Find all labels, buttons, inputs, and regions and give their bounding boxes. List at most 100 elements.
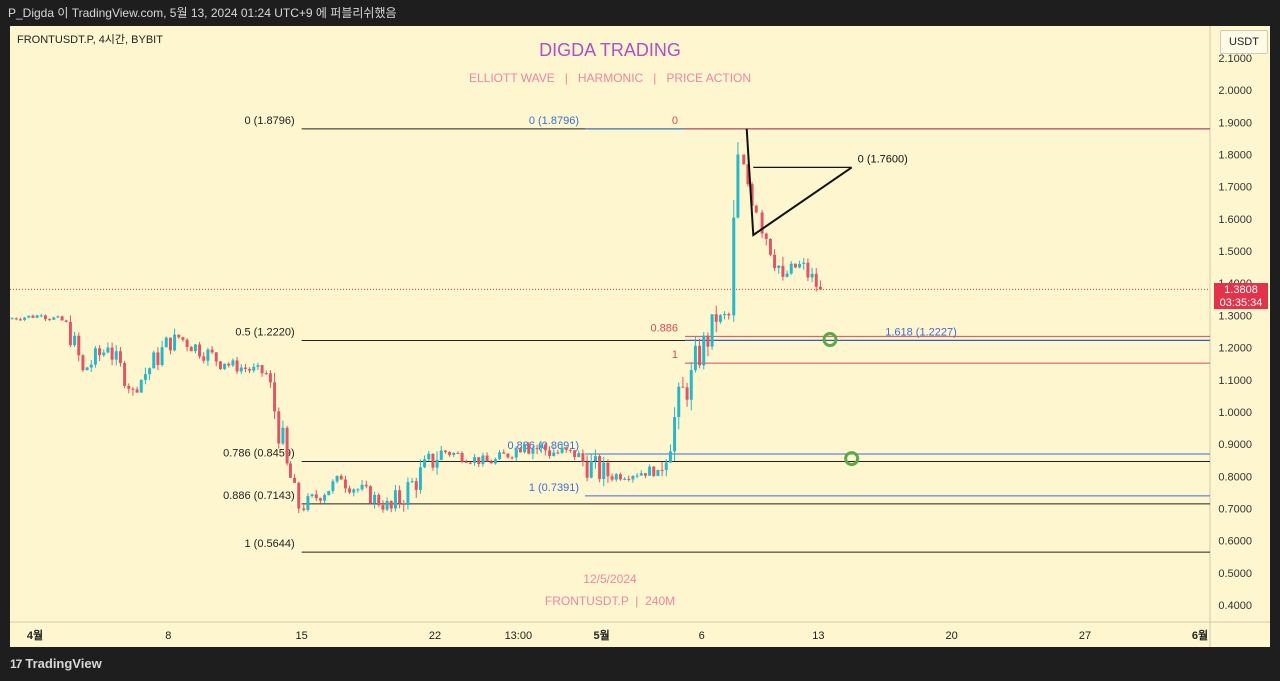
watermark-symbol: FRONTUSDT.P | 240M [545, 594, 675, 608]
candle-body [148, 368, 152, 375]
candle-body [750, 184, 754, 206]
candle-body [23, 317, 27, 320]
candle-body [323, 495, 327, 501]
candle-body [564, 447, 568, 450]
candle-body [810, 273, 814, 278]
candle-body [602, 462, 606, 480]
candle-body [785, 273, 789, 277]
candle-body [43, 315, 47, 320]
tradingview-brand: TradingView [25, 656, 102, 671]
candle-body [793, 263, 797, 268]
candle-body [573, 450, 577, 457]
candle-body [418, 467, 422, 490]
candle-body [531, 448, 535, 454]
fib-label-blue: 1.618 (1.2227) [885, 326, 957, 338]
candle-body [414, 481, 418, 490]
candle-body [143, 374, 147, 380]
watermark-date: 12/5/2024 [583, 572, 637, 586]
x-tick-label: 6월 [1192, 628, 1208, 642]
candle-body [477, 457, 481, 465]
candle-body [231, 360, 235, 366]
candle-body [548, 450, 552, 456]
candle-body [343, 479, 347, 489]
y-tick-label: 1.0000 [1218, 407, 1252, 419]
candle-body [281, 427, 285, 444]
candle-body [373, 494, 377, 504]
candle-body [206, 349, 210, 361]
candle-body [768, 238, 772, 255]
candle-body [331, 481, 335, 491]
candle-body [393, 490, 397, 509]
candle-body [223, 363, 227, 369]
y-tick-label: 1.1000 [1218, 375, 1252, 387]
x-tick-label: 13:00 [505, 630, 533, 642]
candle-body [648, 466, 652, 476]
x-tick-label: 6 [699, 630, 705, 642]
y-tick-label: 0.8000 [1218, 471, 1252, 483]
candle-body [85, 367, 89, 371]
fib-label-black: 0.886 (0.7143) [223, 490, 295, 502]
candle-body [106, 347, 110, 353]
candle-body [746, 164, 750, 185]
candle-body [652, 466, 656, 476]
candle-body [818, 286, 822, 290]
candle-body [464, 461, 468, 463]
y-tick-label: 1.7000 [1218, 182, 1252, 194]
candle-body [406, 482, 410, 505]
publish-info-bar: P_Digda 이 TradingView.com, 5월 13, 2024 0… [0, 0, 1280, 26]
x-tick-label: 15 [296, 630, 308, 642]
candle-body [677, 386, 681, 418]
current-price-value: 1.3808 [1224, 284, 1258, 296]
candle-body [618, 474, 622, 480]
candle-body [439, 450, 443, 460]
tradingview-logo-icon: 17 [10, 656, 22, 671]
candle-body [710, 314, 714, 347]
y-tick-label: 0.5000 [1218, 568, 1252, 580]
chart-area[interactable]: 2.1000 2.0000 1.9000 1.8000 1.7000 1.6000 1.50… [10, 26, 1270, 647]
candle-body [481, 455, 485, 465]
candle-body [623, 478, 627, 480]
candle-body [718, 315, 722, 322]
candle-body [456, 452, 460, 454]
candle-body [73, 335, 77, 346]
candle-body [452, 452, 456, 455]
candle-body [198, 344, 202, 357]
candle-body [581, 453, 585, 462]
x-tick-label: 27 [1079, 630, 1091, 642]
candle-body [610, 476, 614, 480]
candle-body [381, 505, 385, 510]
candle-body [14, 318, 18, 320]
candle-body [364, 484, 368, 487]
candle-body [306, 496, 310, 510]
candle-body [110, 347, 114, 360]
candle-body [60, 316, 64, 321]
candle-body [664, 462, 668, 471]
candle-body [593, 456, 597, 462]
candle-body [35, 315, 39, 318]
publish-info-text: P_Digda 이 TradingView.com, 5월 13, 2024 0… [8, 6, 397, 20]
candle-body [256, 365, 260, 367]
candle-body [410, 481, 414, 483]
currency-selector[interactable]: USDT [1220, 30, 1268, 54]
candle-body [285, 427, 289, 464]
y-tick-label: 0.4000 [1218, 600, 1252, 612]
fib-label-blue: 1 (0.7391) [529, 482, 579, 494]
candle-body [402, 503, 406, 505]
candle-body [732, 217, 736, 316]
candle-body [389, 501, 393, 509]
candle-body [268, 373, 272, 383]
y-tick-label: 1.2000 [1218, 343, 1252, 355]
candle-body [806, 262, 810, 278]
candle-body [714, 314, 718, 322]
chart-svg[interactable]: 2.1000 2.0000 1.9000 1.8000 1.7000 1.6000 1.50… [10, 26, 1270, 647]
candle-body [543, 444, 547, 451]
bar-countdown: 03:35:34 [1219, 297, 1263, 309]
fib-label-black: 0 (1.8796) [245, 115, 295, 127]
candle-body [527, 444, 531, 454]
candle-body [293, 477, 297, 483]
y-tick-label: 1.9000 [1218, 117, 1252, 129]
candle-body [31, 315, 35, 318]
fib-label-blue: 0.886 (0.8691) [507, 440, 579, 452]
y-tick-label: 1.5000 [1218, 246, 1252, 258]
tradingview-logo[interactable]: 17 TradingView [10, 656, 102, 671]
